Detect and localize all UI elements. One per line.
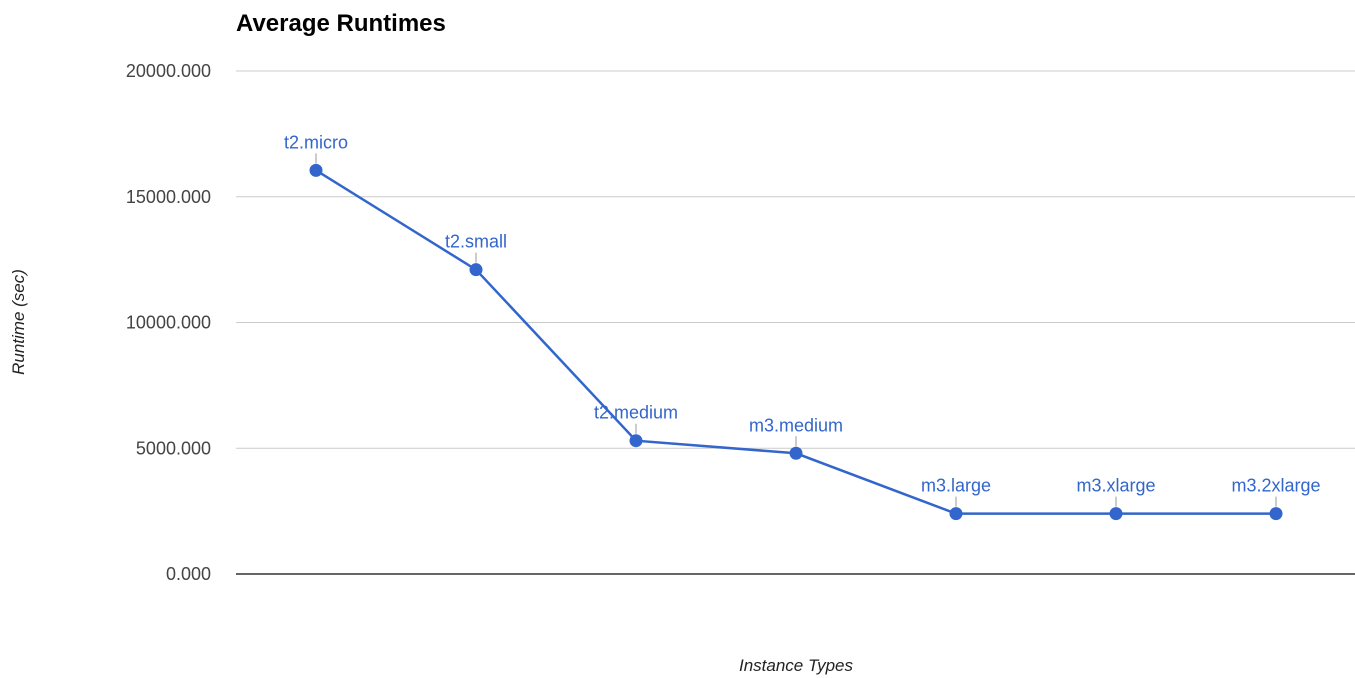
point-label: t2.medium [594, 403, 678, 423]
y-tick-label: 15000.000 [126, 187, 211, 207]
x-axis-label: Instance Types [739, 656, 854, 675]
y-tick-label: 20000.000 [126, 61, 211, 81]
chart-title: Average Runtimes [236, 10, 446, 37]
point-label: t2.micro [284, 132, 348, 152]
data-point[interactable] [469, 263, 483, 277]
point-label: m3.2xlarge [1231, 476, 1320, 496]
point-label: m3.xlarge [1076, 476, 1155, 496]
data-point[interactable] [629, 434, 643, 448]
y-axis-ticks: 0.000 5000.000 10000.000 15000.000 20000.000 [126, 61, 211, 584]
data-point[interactable] [949, 507, 963, 521]
grid-layer [236, 70, 1355, 575]
series-layer [309, 163, 1283, 521]
y-tick-label: 10000.000 [126, 313, 211, 333]
y-axis-label: Runtime (sec) [9, 269, 28, 375]
point-label-layer: t2.micro t2.small t2.medium m3.medium m3.lar… [284, 132, 1321, 507]
point-label: t2.small [445, 232, 507, 252]
data-point[interactable] [1269, 507, 1283, 521]
y-tick-label: 5000.000 [136, 438, 211, 458]
y-tick-label: 0.000 [166, 564, 211, 584]
series-line [315, 169, 1276, 515]
data-point[interactable] [1109, 507, 1123, 521]
data-point[interactable] [789, 446, 803, 460]
point-label: m3.medium [749, 415, 843, 435]
point-label: m3.large [921, 476, 991, 496]
data-point[interactable] [309, 163, 323, 177]
